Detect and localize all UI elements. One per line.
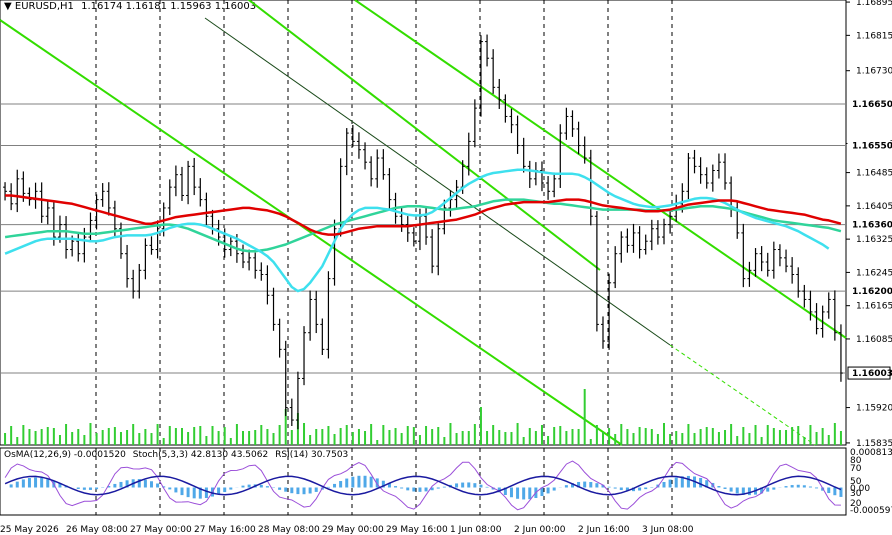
time-tick-label: 25 May 2026 [0,525,59,535]
channel-line [247,0,601,271]
price-tick-label: 1.16165 [856,302,892,312]
stochastic-line [4,460,841,511]
level-label: 1.16550 [852,142,892,152]
time-tick-label: 2 Jun 16:00 [578,525,630,535]
price-tick-label: 1.15920 [856,404,892,414]
level-label: 1.16200 [852,287,892,297]
dropdown-triangle-icon[interactable]: ▼ [4,1,12,12]
price-tick-label: 1.16895 [856,0,892,8]
indicator-scale-label: -0.000597 [850,506,892,516]
rsi-line [4,475,842,496]
high-price: 1.16181 [125,1,167,12]
price-tick-label: 1.16485 [856,169,892,179]
time-tick-label: 29 May 00:00 [322,525,384,535]
time-tick-label: 27 May 16:00 [194,525,256,535]
time-tick-label: 3 Jun 08:00 [642,525,694,535]
open-price: 1.16174 [81,1,123,12]
level-label-box [847,139,891,153]
time-tick-label: 1 Jun 08:00 [450,525,502,535]
time-tick-label: 26 May 08:00 [66,525,128,535]
price-tick-label: 1.16815 [856,31,892,41]
level-label: 1.16003 [852,369,892,379]
price-tick-label: 1.16085 [856,335,892,345]
indicator-scale-label: 50 [850,477,862,487]
time-tick-label: 28 May 08:00 [258,525,320,535]
indicator-scale-label: 70 [850,464,862,474]
trend-line [204,17,671,346]
osma-label: OsMA(12,26,9) -0.0001520 [4,450,126,460]
moving-average-cyan [4,168,830,293]
channel-line [354,0,847,339]
level-label-box [847,366,891,380]
indicator-scale-label: 80 [850,456,862,466]
close-price: 1.16003 [214,1,257,12]
level-label: 1.16360 [852,221,892,231]
level-label: 1.16650 [852,100,892,110]
price-tick-label: 1.16325 [856,235,892,245]
level-label-box [847,97,891,111]
low-price: 1.15963 [170,1,212,12]
symbol-label: EURUSD,H1 [14,1,74,12]
time-tick-label: 2 Jun 00:00 [514,525,566,535]
time-tick-label: 27 May 00:00 [130,525,192,535]
price-tick-label: 1.16405 [856,202,892,212]
moving-average-red [5,194,842,236]
indicator-pane-frame [0,447,847,516]
main-pane-frame [0,0,847,446]
indicator-scale-label: 0.0008139 [850,448,892,458]
time-tick-label: 29 May 16:00 [386,525,448,535]
level-label-box [847,284,891,298]
rsi-label: RSI(14) 30.7503 [275,450,349,460]
level-label-box [847,218,891,232]
stoch-label: Stoch(5,3,3) 42.8130 43.5062 [132,450,269,460]
price-tick-label: 1.16245 [856,268,892,278]
channel-line [0,19,623,446]
trend-line-extension [669,344,816,446]
indicator-scale-label: 30 [850,489,862,499]
indicator-scale-label: 20 [850,499,862,509]
indicator-scale-label: 0.00 [850,484,870,494]
indicator-header: OsMA(12,26,9) -0.0001520 Stoch(5,3,3) 42… [4,450,352,460]
price-tick-label: 1.15835 [856,439,892,449]
chart-header: ▼ EURUSD,H1 1.16174 1.16181 1.15963 1.16… [4,1,256,12]
moving-average-teal [4,198,842,253]
price-tick-label: 1.16730 [856,67,892,77]
